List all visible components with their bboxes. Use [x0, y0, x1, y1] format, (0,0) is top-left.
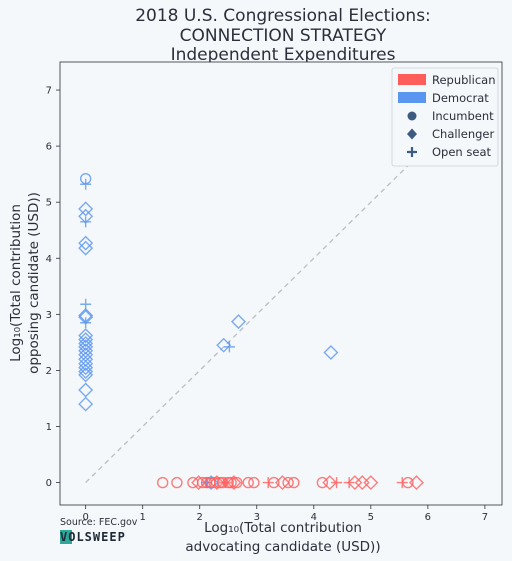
- point-open-seat: [80, 298, 92, 310]
- axis-ticks: 0 1 2 3 4 5 6 7 0 1 2 3 4 5 6 7: [46, 86, 488, 523]
- legend-republican-label: Republican: [432, 73, 496, 87]
- x-tick-label: 6: [425, 512, 431, 523]
- point-incumbent: [248, 476, 260, 489]
- x-axis-label: Log₁₀(Total contribution advocating cand…: [185, 520, 380, 555]
- point-incumbent: [171, 476, 183, 489]
- point-open-seat: [223, 341, 235, 353]
- point-incumbent: [225, 476, 237, 489]
- point-challenger: [78, 396, 94, 412]
- title-line-3: Independent Expenditures: [171, 45, 396, 65]
- y-tick-label: 3: [46, 310, 52, 321]
- legend-republican-patch: [398, 74, 426, 85]
- point-open-seat: [80, 178, 92, 190]
- y-axis-label-line-1: Log₁₀(Total contribution: [8, 204, 24, 362]
- point-incumbent: [402, 476, 414, 489]
- point-incumbent: [282, 476, 294, 489]
- y-tick-label: 6: [46, 142, 52, 153]
- chart-title: 2018 U.S. Congressional Elections: CONNE…: [135, 6, 431, 65]
- point-open-seat: [80, 317, 92, 329]
- point-challenger: [347, 475, 363, 491]
- point-incumbent: [268, 476, 280, 489]
- point-incumbent: [208, 476, 220, 489]
- point-incumbent: [288, 476, 300, 489]
- point-challenger: [78, 240, 94, 256]
- point-challenger: [78, 336, 94, 351]
- point-challenger: [231, 314, 247, 330]
- logo-text: VOLSWEEP: [60, 530, 126, 544]
- y-tick-label: 5: [46, 198, 52, 209]
- point-challenger: [274, 475, 290, 491]
- source-note: Source: FEC.gov: [60, 517, 138, 528]
- y-tick-label: 1: [46, 422, 52, 433]
- point-challenger: [363, 475, 379, 491]
- point-challenger: [78, 328, 94, 344]
- point-challenger: [78, 360, 94, 376]
- legend-democrat-label: Democrat: [432, 91, 489, 105]
- point-incumbent: [231, 476, 243, 489]
- y-tick-label: 2: [46, 366, 52, 377]
- point-challenger: [78, 382, 94, 398]
- point-open-seat: [80, 216, 92, 228]
- series-democrat: [78, 172, 339, 491]
- x-tick-label: 0: [82, 512, 88, 523]
- x-tick-label: 7: [482, 512, 488, 523]
- x-tick-label: 4: [311, 512, 317, 523]
- point-challenger: [78, 356, 94, 372]
- legend-challenger-label: Challenger: [432, 127, 494, 141]
- point-incumbent: [316, 476, 329, 489]
- point-open-seat: [396, 477, 408, 489]
- legend-open-seat-label: Open seat: [432, 145, 491, 159]
- logo-mark: [60, 530, 72, 544]
- point-incumbent: [242, 476, 254, 489]
- diagonal-reference-line: [85, 140, 435, 484]
- x-tick-label: 2: [197, 512, 203, 523]
- point-open-seat: [331, 477, 343, 489]
- title-line-1: 2018 U.S. Congressional Elections:: [135, 6, 431, 26]
- y-tick-label: 0: [46, 478, 52, 489]
- x-axis-label-line-2: advocating candidate (USD)): [185, 539, 380, 555]
- point-challenger: [323, 344, 339, 360]
- y-axis-label-line-2: opposing candidate (USD)): [26, 192, 42, 374]
- y-axis-label: Log₁₀(Total contribution opposing candid…: [8, 192, 42, 374]
- volsweep-logo: VOLSWEEP: [60, 530, 126, 544]
- point-challenger: [322, 475, 338, 491]
- y-tick-label: 4: [46, 254, 52, 265]
- point-challenger: [78, 201, 94, 217]
- point-challenger: [209, 475, 225, 491]
- x-axis-label-line-1: Log₁₀(Total contribution: [204, 520, 362, 536]
- point-incumbent: [200, 476, 213, 489]
- x-tick-label: 3: [254, 512, 260, 523]
- point-challenger: [78, 332, 94, 348]
- y-tick-label: 7: [46, 86, 52, 97]
- point-incumbent: [156, 476, 169, 489]
- legend-open-seat-icon: [407, 147, 417, 157]
- x-tick-label: 1: [140, 512, 146, 523]
- point-challenger: [226, 475, 242, 491]
- point-challenger: [78, 367, 94, 383]
- point-challenger: [216, 337, 232, 353]
- legend-challenger-icon: [407, 128, 417, 140]
- legend-democrat-patch: [398, 92, 426, 103]
- point-challenger: [78, 364, 94, 380]
- point-challenger: [191, 475, 207, 491]
- x-tick-label: 5: [368, 512, 374, 523]
- reference-line-layer: [85, 140, 435, 484]
- legend-incumbent-label: Incumbent: [432, 109, 494, 123]
- point-open-seat: [262, 477, 274, 489]
- point-incumbent: [222, 476, 234, 489]
- title-line-2: CONNECTION STRATEGY: [180, 26, 387, 46]
- legend: Republican Democrat Incumbent Challenger…: [391, 67, 499, 167]
- point-challenger: [78, 235, 94, 251]
- point-incumbent: [196, 476, 209, 489]
- point-challenger: [408, 475, 424, 491]
- legend-incumbent-icon: [407, 111, 417, 121]
- scatter-points: [78, 172, 424, 491]
- series-republican: [156, 475, 424, 491]
